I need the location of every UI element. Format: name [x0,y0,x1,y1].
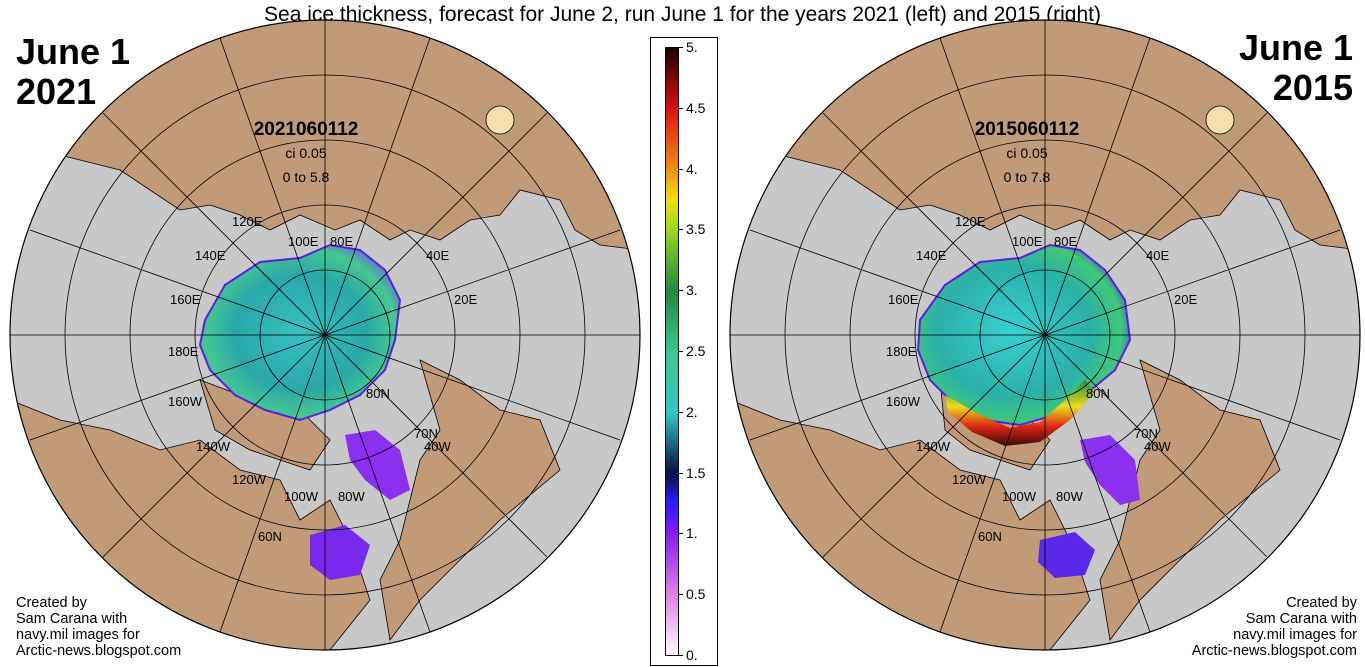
colorbar-tick [679,290,683,292]
colorbar-tick [679,533,683,535]
left-run-id: 2021060112 [254,119,359,140]
left-lon-100w: 100W [284,489,319,504]
left-ice-baffin [345,430,410,500]
left-lon-140w: 140W [196,439,231,454]
colorbar-tick [679,107,683,109]
figure-title: Sea ice thickness, forecast for June 2, … [264,3,1101,26]
right-lon-160w: 160W [886,394,921,409]
right-map: 120E 140E 160E 180E 160W 140W 120W 100W … [729,19,1361,651]
left-map-border [9,19,641,651]
right-thick-ice-band [945,380,1095,446]
right-credit-line-4: Arctic-news.blogspot.com [1191,643,1357,659]
left-lon-120w: 120W [232,472,267,487]
left-lon-100e: 100E [288,234,319,249]
colorbar-tick-label: 0. [686,647,698,663]
right-contour-interval: ci 0.05 [1006,145,1047,161]
right-lon-120e: 120E [955,214,986,229]
left-credit: Created by Sam Carana with navy.mil imag… [16,595,181,659]
left-lat-80n: 80N [366,386,390,401]
colorbar: 5. 4.5 4. 3.5 3. 2.5 2. 1.5 1. 0.5 0. [650,37,718,666]
colorbar-tick-label: 2. [686,403,698,420]
right-run-id: 2015060112 [975,119,1080,140]
left-sea-ice [198,243,402,422]
left-credit-line-3: navy.mil images for [16,627,140,643]
left-land-east [379,359,561,641]
colorbar-tick [679,229,683,231]
right-lon-20e: 20E [1174,292,1197,307]
left-lon-80w: 80W [338,489,365,504]
colorbar-tick [679,655,683,656]
right-date-year: 2015 [1272,67,1353,108]
right-lat-60n: 60N [978,529,1002,544]
left-lon-140e: 140E [195,248,226,263]
right-graticule [730,20,1360,650]
right-credit-line-1: Created by [1286,595,1357,611]
colorbar-tick [679,411,683,413]
right-lon-80e: 80E [1054,234,1077,249]
left-lon-160e: 160E [170,292,201,307]
right-lat-80n: 80N [1086,386,1110,401]
left-lon-40w: 40W [424,439,451,454]
left-lat-60n: 60N [258,529,282,544]
colorbar-tick [679,594,683,596]
left-range: 0 to 5.8 [283,169,330,185]
left-lat-70n: 70N [414,426,438,441]
colorbar-tick [679,472,683,474]
right-lon-40w: 40W [1144,439,1171,454]
left-date-month-day: June 1 [16,31,131,72]
left-lon-40e: 40E [426,248,449,263]
right-credit: Created by Sam Carana with navy.mil imag… [1192,595,1357,659]
colorbar-tick-label: 4. [686,160,698,177]
right-lake [1205,105,1235,135]
left-credit-line-2: Sam Carana with [16,611,128,627]
left-graticule [10,20,640,650]
left-lon-120e: 120E [232,214,263,229]
right-lon-80w: 80W [1056,489,1083,504]
left-date-year: 2021 [16,71,97,112]
left-lake [485,105,515,135]
colorbar-tick [679,351,683,352]
right-lon-180e: 180E [886,344,917,359]
left-lon-20e: 20E [454,292,477,307]
colorbar-tick [679,47,683,48]
right-ice-hudson [1038,532,1095,578]
colorbar-tick-label: 0.5 [686,586,706,603]
left-map: 120E 140E 160E 180E 160W 140W 120W 100W … [9,19,641,651]
colorbar-tick-label: 3.5 [686,221,706,238]
colorbar-ramp [665,47,679,656]
left-contour-interval: ci 0.05 [285,145,326,161]
right-lon-160e: 160E [888,292,919,307]
right-date-label: June 1 2015 [1239,28,1353,108]
colorbar-tick-label: 5. [686,39,698,55]
left-lon-80e: 80E [330,234,353,249]
colorbar-tick-label: 4.5 [686,99,706,116]
right-lat-70n: 70N [1134,426,1158,441]
right-lon-40e: 40E [1146,248,1169,263]
left-credit-line-4: Arctic-news.blogspot.com [16,643,182,659]
right-lon-100e: 100E [1012,234,1043,249]
right-credit-line-2: Sam Carana with [1245,611,1357,627]
left-lon-180e: 180E [168,344,199,359]
right-lon-140e: 140E [916,248,947,263]
right-lon-120w: 120W [952,472,987,487]
left-date-label: June 1 2021 [16,32,130,112]
right-ice-baffin [1080,435,1140,505]
right-lon-140w: 140W [916,439,951,454]
right-date-month-day: June 1 [1238,27,1353,68]
colorbar-tick-label: 1.5 [686,464,706,481]
left-credit-line-1: Created by [16,595,87,611]
colorbar-tick-label: 3. [686,282,698,299]
colorbar-tick [679,168,683,170]
colorbar-tick-label: 1. [686,525,698,542]
colorbar-tick-label: 2.5 [686,343,706,359]
right-credit-line-3: navy.mil images for [1233,627,1357,643]
right-range: 0 to 7.8 [1004,169,1051,185]
right-map-border [729,19,1361,651]
right-lon-100w: 100W [1002,489,1037,504]
left-lon-160w: 160W [168,394,203,409]
